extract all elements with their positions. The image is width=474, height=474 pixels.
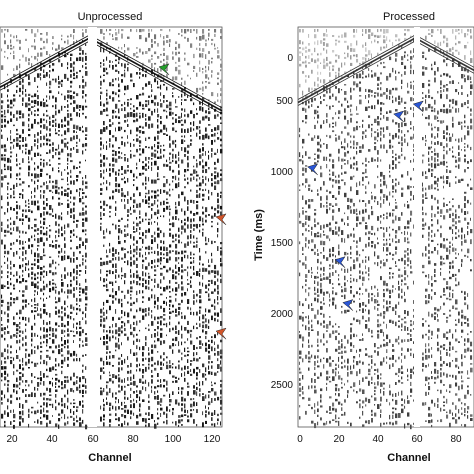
processed-y-ticks: 0 500 1000 1500 2000 2500 xyxy=(271,53,294,391)
processed-x-ticks: 0 20 40 60 80 100 xyxy=(297,434,462,445)
processed-x-axis-label: Channel xyxy=(387,452,430,464)
y-tick-label: 2000 xyxy=(271,309,294,320)
x-tick-label: 80 xyxy=(450,434,462,445)
x-tick-label: 40 xyxy=(372,434,384,445)
arrow-marker-icon xyxy=(307,163,319,176)
arrow-marker-icon xyxy=(215,213,227,226)
x-tick-label: 20 xyxy=(333,434,345,445)
x-tick-label: 60 xyxy=(87,434,99,445)
processed-seismic-traces xyxy=(297,27,474,430)
x-tick-label: 80 xyxy=(127,434,139,445)
arrow-marker-icon xyxy=(215,327,227,340)
arrow-marker-icon xyxy=(412,100,424,113)
processed-title: Processed xyxy=(383,11,435,23)
y-tick-label: 1500 xyxy=(271,238,294,249)
processed-markers xyxy=(307,100,424,311)
processed-panel: Processed 0 500 1000 1500 2000 2500 Time… xyxy=(253,11,474,464)
unprocessed-markers xyxy=(158,63,227,340)
x-tick-label: 60 xyxy=(411,434,423,445)
x-tick-label: 100 xyxy=(165,434,182,445)
y-tick-label: 2500 xyxy=(271,380,294,391)
x-tick-label: 20 xyxy=(6,434,18,445)
processed-y-axis-label: Time (ms) xyxy=(253,209,265,261)
x-tick-label: 40 xyxy=(46,434,58,445)
x-tick-label: 0 xyxy=(297,434,303,445)
unprocessed-panel: Unprocessed 20 40 60 80 100 120 Channel xyxy=(0,11,227,464)
y-tick-label: 0 xyxy=(287,53,293,64)
unprocessed-x-axis-label: Channel xyxy=(88,452,131,464)
arrow-marker-icon xyxy=(334,256,346,268)
y-tick-label: 1000 xyxy=(271,167,294,178)
arrow-marker-icon xyxy=(393,110,405,123)
unprocessed-x-ticks: 20 40 60 80 100 120 xyxy=(6,434,220,445)
unprocessed-seismic-traces xyxy=(0,27,223,430)
y-tick-label: 500 xyxy=(276,96,293,107)
x-tick-label: 120 xyxy=(204,434,221,445)
arrow-marker-icon xyxy=(158,63,170,76)
arrow-marker-icon xyxy=(342,299,354,311)
unprocessed-title: Unprocessed xyxy=(78,11,143,23)
